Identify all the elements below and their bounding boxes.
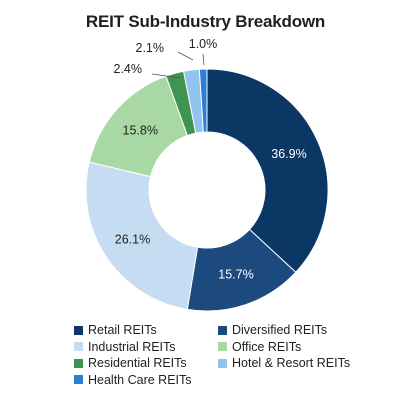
slice-label: 2.4% — [114, 62, 143, 76]
slice-industrial-reits — [85, 161, 199, 310]
legend-label: Retail REITs — [88, 323, 157, 337]
leader-line — [177, 51, 194, 61]
legend-label: Hotel & Resort REITs — [232, 356, 351, 370]
legend-label: Office REITs — [232, 339, 302, 354]
leader-line — [151, 73, 182, 79]
slice-label: 36.9% — [271, 147, 306, 161]
slice-label: 15.7% — [218, 268, 253, 282]
slice-label: 26.1% — [115, 233, 150, 247]
slice-retail-reits — [206, 68, 329, 273]
leader-line — [202, 53, 205, 66]
legend-label: Residential REITs — [88, 356, 187, 370]
legend-swatch — [74, 342, 83, 351]
legend-swatch — [74, 358, 83, 368]
slice-health-care-reits — [198, 68, 208, 133]
legend-item: Industrial REITs — [74, 340, 176, 354]
legend-item: Diversified REITs — [218, 323, 327, 337]
slice-label: 1.0% — [189, 37, 218, 51]
legend-label: Health Care REITs — [88, 372, 192, 387]
legend-label: Industrial REITs — [88, 339, 176, 354]
legend-item: Retail REITs — [74, 323, 157, 337]
legend-swatch — [218, 358, 227, 368]
legend-swatch — [74, 375, 83, 384]
legend-item: Residential REITs — [74, 356, 187, 370]
legend-swatch — [218, 325, 227, 335]
slice-label: 15.8% — [123, 123, 158, 137]
legend-label: Diversified REITs — [232, 323, 328, 337]
legend-item: Office REITs — [218, 340, 301, 354]
legend-item: Health Care REITs — [74, 373, 192, 387]
slice-label: 2.1% — [136, 41, 165, 55]
legend-swatch — [218, 342, 227, 351]
chart-title: REIT Sub-Industry Breakdown — [85, 12, 326, 31]
legend-swatch — [74, 325, 83, 335]
legend-item: Hotel & Resort REITs — [218, 356, 350, 370]
